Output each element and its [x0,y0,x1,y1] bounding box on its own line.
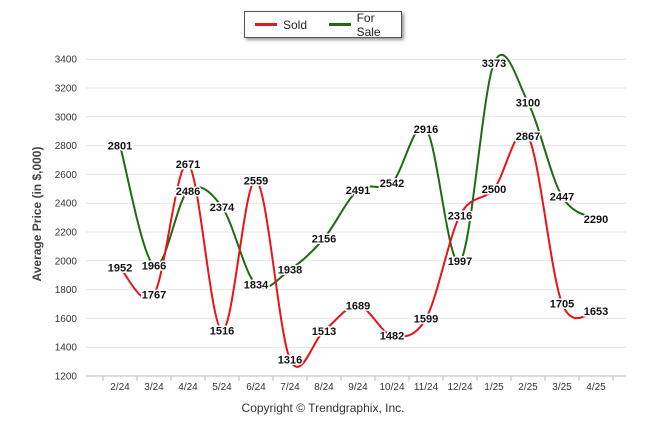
grid-lines [86,58,626,377]
data-label-for-sale: 1938 [278,265,302,277]
data-label-sold: 2867 [516,131,540,143]
y-tick-label: 2600 [55,170,78,181]
data-label-for-sale: 2290 [584,214,608,226]
data-label-for-sale: 2491 [346,185,370,197]
data-label-for-sale: 1997 [448,256,472,268]
x-tick-label: 4/24 [178,382,198,393]
x-tick-label: 12/24 [447,382,472,393]
data-label-sold: 1513 [312,326,336,338]
data-label-sold: 1767 [142,289,166,301]
x-tick-label: 3/24 [144,382,164,393]
x-tick-label: 2/24 [110,382,130,393]
y-axis-title: Average Price (in $,000) [30,147,44,282]
data-label-for-sale: 2374 [210,202,235,214]
sold-swatch [255,23,277,26]
data-label-for-sale: 2156 [312,233,336,245]
data-label-sold: 2316 [448,210,472,222]
y-tick-label: 2400 [55,199,78,210]
legend-item-for-sale[interactable]: For Sale [329,11,401,39]
legend-item-sold[interactable]: Sold [255,18,307,32]
data-label-sold: 2559 [244,175,268,187]
legend: Sold For Sale [244,11,402,39]
y-tick-label: 2200 [55,228,78,239]
y-tick-label: 2000 [55,256,78,267]
series-line-for-sale [119,53,597,289]
data-label-for-sale: 2542 [380,178,404,190]
y-tick-label: 3200 [55,84,78,95]
x-tick-label: 3/25 [552,382,572,393]
data-label-sold: 1952 [108,263,132,275]
for-sale-swatch [329,23,351,26]
legend-label-sold: Sold [283,17,308,32]
data-labels: 1952 1767 2671 1516 2559 1316 1513 1689 1482 1599… [106,57,609,368]
x-tick-label: 5/24 [212,382,232,393]
y-tick-label: 1800 [55,285,78,296]
data-label-for-sale: 2447 [550,191,574,203]
y-tick-label: 2800 [55,141,78,152]
data-label-sold: 1705 [550,298,574,310]
y-tick-label: 3400 [55,55,78,66]
x-tick-label: 11/24 [414,382,439,393]
data-label-sold: 1316 [278,354,302,366]
data-label-sold: 1599 [414,314,438,326]
legend-label-for-sale: For Sale [356,10,381,39]
data-label-sold: 1689 [346,301,370,313]
y-tick-label: 3000 [55,112,78,123]
x-tick-label: 1/25 [484,382,504,393]
x-tick-label: 4/25 [586,382,606,393]
data-label-sold: 1516 [210,325,234,337]
y-tick-label: 1200 [55,372,78,383]
x-tick-label: 9/24 [348,382,368,393]
x-tick-label: 7/24 [280,382,300,393]
data-label-for-sale: 2916 [414,124,438,136]
data-label-for-sale: 3100 [516,97,540,109]
data-label-sold: 1653 [584,306,608,318]
data-label-sold: 2500 [482,184,506,196]
x-tick-label: 8/24 [314,382,334,393]
x-tick-label: 6/24 [246,382,266,393]
data-label-for-sale: 2486 [176,186,200,198]
x-tick-label: 2/25 [518,382,538,393]
data-label-for-sale: 1966 [142,261,166,273]
data-label-for-sale: 1834 [244,280,269,292]
data-label-for-sale: 3373 [482,58,506,70]
y-tick-label: 1600 [55,314,78,325]
x-tick-label: 10/24 [379,382,404,393]
data-label-sold: 2671 [176,159,200,171]
data-label-sold: 1482 [380,330,404,342]
series-line-sold [119,131,597,368]
y-tick-label: 1400 [55,343,78,354]
axes: 1200 1400 1600 1800 2000 2200 2400 2600 2800 3000… [30,55,626,393]
copyright-text: Copyright © Trendgraphix, Inc. [241,401,405,415]
data-label-for-sale: 2801 [108,140,132,152]
series-lines [119,53,597,368]
